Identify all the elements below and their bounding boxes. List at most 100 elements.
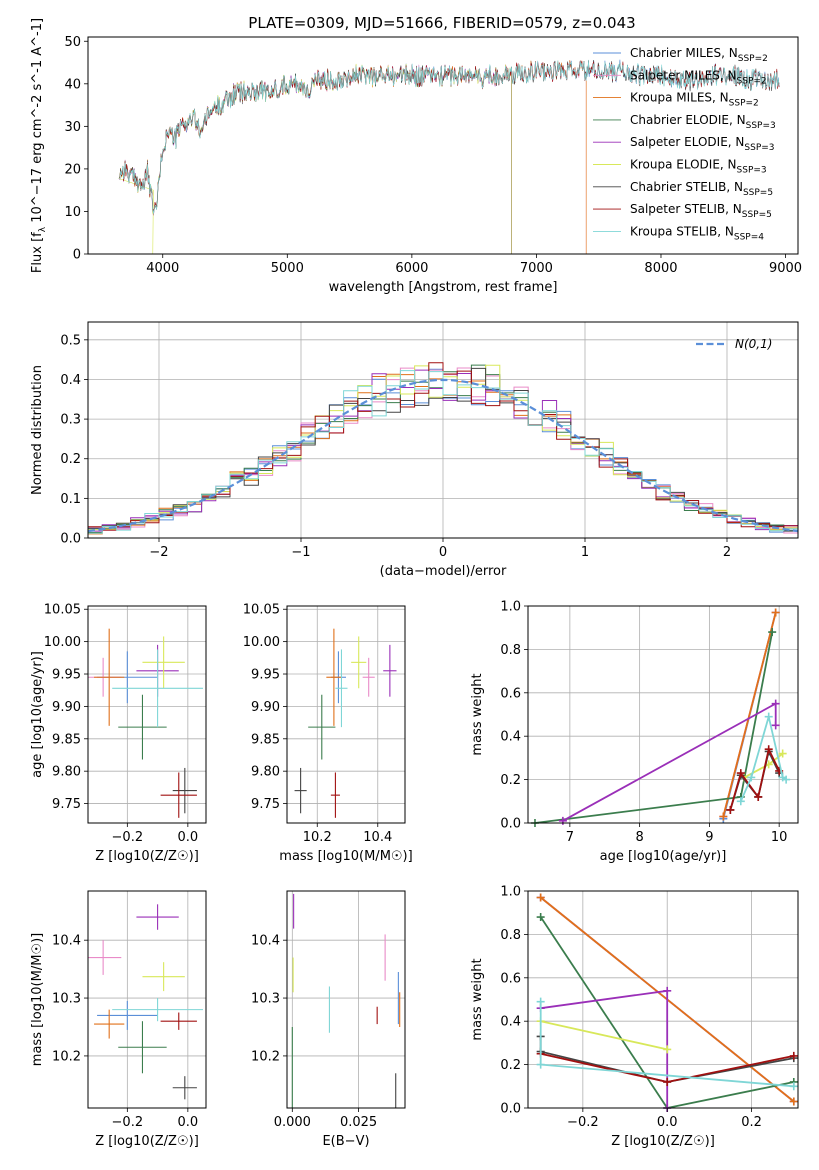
histogram-chabrier-stelib <box>88 367 798 532</box>
legend-label: Kroupa ELODIE, NSSP=3 <box>630 158 767 176</box>
x-axis-label: (data−model)/error <box>380 564 507 579</box>
x-tick-label: 4000 <box>146 261 179 276</box>
y-tick-label: 0.0 <box>500 817 521 832</box>
x-tick-label: 10.2 <box>303 830 332 845</box>
spectrum-line-salpeter-elodie <box>118 64 512 254</box>
series-kroupa-stelib-marker <box>789 1082 798 1091</box>
y-tick-label: 40 <box>64 77 81 92</box>
x-tick-label: −0.2 <box>112 1115 144 1130</box>
y-axis-label: mass [log10(M/M☉)] <box>30 933 45 1066</box>
x-tick-label: 0.000 <box>274 1115 311 1130</box>
x-tick-label: 5000 <box>271 261 304 276</box>
series-kroupa-miles-marker <box>789 1097 798 1106</box>
legend-label: Salpeter STELIB, NSSP=5 <box>630 202 772 220</box>
y-tick-label: 10.3 <box>251 992 280 1007</box>
axes-frame <box>286 605 406 824</box>
y-tick-label: 0.2 <box>500 1058 521 1073</box>
y-tick-label: 0.2 <box>60 452 81 467</box>
y-tick-label: 9.95 <box>52 668 81 683</box>
legend-label: Salpeter MILES, NSSP=2 <box>630 68 767 86</box>
y-tick-label: 10.4 <box>52 934 81 949</box>
y-tick-label: 0.4 <box>500 730 521 745</box>
x-tick-label: 7000 <box>520 261 553 276</box>
x-axis-label: E(B−V) <box>322 1134 369 1149</box>
x-axis-label: mass [log10(M/M☉)] <box>279 849 412 864</box>
series-kroupa-stelib-marker <box>782 775 791 784</box>
series-salpeter-elodie-marker <box>771 699 780 708</box>
series-salpeter-elodie-line <box>540 989 669 1108</box>
chart-residuals: −2 −1 0 1 2 0.0 0.1 0.2 0.3 0.4 0.5 (data−model)/er… <box>30 321 799 579</box>
y-tick-label: 10.3 <box>52 992 81 1007</box>
y-tick-label: 0.4 <box>60 373 81 388</box>
axes-frame <box>527 890 799 1109</box>
chart-massweight-vs-age: 7 8 9 10 0.0 0.2 0.4 0.6 0.8 1.0 age [log10(age/yr… <box>470 600 799 864</box>
y-axis-label: mass weight <box>470 673 485 755</box>
y-tick-label: 10.2 <box>52 1049 81 1064</box>
y-tick-label: 0.8 <box>500 643 521 658</box>
y-tick-label: 0.1 <box>60 492 81 507</box>
y-tick-label: 0.6 <box>500 686 521 701</box>
x-tick-label: 8000 <box>644 261 677 276</box>
x-axis-label: age [log10(age/yr)] <box>600 849 727 864</box>
normal-curve <box>87 378 799 533</box>
y-tick-label: 9.80 <box>52 765 81 780</box>
x-axis-label: Z [log10(Z/Z☉)] <box>611 1134 715 1149</box>
spectrum-line-kroupa-stelib <box>119 59 780 214</box>
y-tick-label: 0.0 <box>60 532 81 547</box>
series-kroupa-stelib-marker <box>736 797 745 806</box>
y-tick-label: 9.75 <box>52 797 81 812</box>
legend-label: Kroupa STELIB, NSSP=4 <box>630 224 764 242</box>
x-tick-label: 8 <box>635 830 643 845</box>
series-kroupa-stelib-marker <box>747 773 756 782</box>
series-salpeter-stelib-marker <box>764 745 773 754</box>
x-tick-label: 2 <box>723 545 731 560</box>
x-tick-label: 0.025 <box>340 1115 377 1130</box>
x-tick-label: −1 <box>291 545 310 560</box>
y-tick-label: 0 <box>73 248 81 263</box>
axes-frame <box>87 36 799 255</box>
legend-label: Kroupa MILES, NSSP=2 <box>630 91 759 109</box>
chart-mass-vs-ebv: 0.000 0.025 10.2 10.3 10.4 E(B−V) <box>251 890 406 1149</box>
series-kroupa-miles-marker <box>719 812 728 821</box>
x-tick-label: −0.2 <box>567 1115 599 1130</box>
x-tick-label: −2 <box>149 545 168 560</box>
series-kroupa-miles-marker <box>536 893 545 902</box>
y-tick-label: 0.2 <box>500 773 521 788</box>
series-salpeter-stelib-marker <box>736 769 745 778</box>
x-axis-label: wavelength [Angstrom, rest frame] <box>329 280 558 295</box>
y-tick-label: 9.90 <box>52 700 81 715</box>
series-salpeter-stelib-marker <box>726 805 735 814</box>
spectrum-line-kroupa-miles <box>118 60 587 254</box>
legend-label: Chabrier STELIB, NSSP=5 <box>630 180 773 198</box>
spectrum-line-salpeter-miles <box>118 60 587 254</box>
series-kroupa-miles-line <box>722 612 777 817</box>
chart-massweight-vs-Z: −0.2 0.0 0.2 0.0 0.2 0.4 0.6 0.8 1.0 Z [log10(Z/Z… <box>470 885 799 1149</box>
x-tick-label: 9000 <box>769 261 802 276</box>
x-axis-label: Z [log10(Z/Z☉)] <box>95 1134 199 1149</box>
x-tick-label: 0.0 <box>178 1115 199 1130</box>
y-tick-label: 10.4 <box>251 934 280 949</box>
x-tick-label: 7 <box>566 830 574 845</box>
series-kroupa-stelib-marker <box>536 997 545 1006</box>
chart-mass-vs-Z: −0.2 0.0 10.2 10.3 10.4 Z [log10(Z/Z☉)] mass [… <box>30 890 207 1149</box>
series-kroupa-elodie-marker <box>778 749 787 758</box>
x-tick-label: −0.2 <box>112 830 144 845</box>
series-salpeter-elodie-marker <box>558 816 567 825</box>
y-tick-label: 9.85 <box>52 732 81 747</box>
y-tick-label: 10 <box>64 205 81 220</box>
y-tick-label: 1.0 <box>500 600 521 615</box>
y-tick-label: 10.05 <box>44 603 81 618</box>
figure-title: PLATE=0309, MJD=51666, FIBERID=0579, z=0… <box>248 14 635 32</box>
legend-label: Salpeter ELODIE, NSSP=3 <box>630 135 775 153</box>
x-tick-label: 10 <box>771 830 788 845</box>
series-chabrier-elodie-line <box>534 631 774 824</box>
series-salpeter-elodie-marker <box>771 721 780 730</box>
series-chabrier-elodie-marker <box>536 913 545 922</box>
series-salpeter-stelib-marker <box>754 792 763 801</box>
y-tick-label: 10.2 <box>251 1049 280 1064</box>
axes-frame <box>87 605 207 824</box>
series-kroupa-stelib-marker <box>764 712 773 721</box>
x-axis-label: Z [log10(Z/Z☉)] <box>95 849 199 864</box>
series-salpeter-stelib-marker <box>789 1051 798 1060</box>
